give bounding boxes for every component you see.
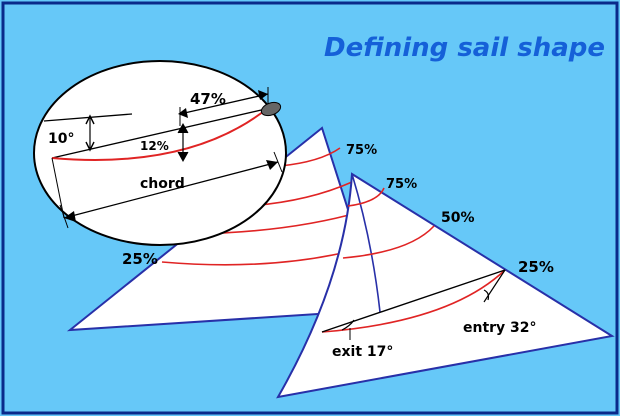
inset-section: 10° 47% 12% chord bbox=[33, 60, 287, 246]
entry-angle-label: entry 32° bbox=[463, 320, 537, 336]
jib-draft-line-75 bbox=[347, 187, 385, 207]
main-leech-overlap bbox=[351, 173, 381, 313]
chord-extension-left bbox=[51, 157, 65, 219]
chord-arrow-left bbox=[64, 211, 76, 222]
main-draft-line-75 bbox=[279, 147, 341, 167]
draft-position-dimension bbox=[179, 93, 269, 115]
angle-arrow-head-bottom bbox=[85, 141, 95, 152]
jib-label-75: 75% bbox=[386, 177, 417, 192]
jib-draft-line-25 bbox=[321, 269, 506, 333]
main-label-25: 25% bbox=[122, 250, 158, 268]
chord-arrow-right bbox=[266, 160, 278, 170]
camber-label: 12% bbox=[140, 139, 169, 153]
entry-angle-arc bbox=[483, 289, 490, 301]
jib-label-50: 50% bbox=[441, 210, 475, 226]
entry-tangent bbox=[483, 269, 506, 303]
exit-angle-label: exit 17° bbox=[332, 344, 393, 360]
camber-arrow-head-bottom bbox=[177, 151, 189, 163]
exit-angle-arc bbox=[341, 319, 355, 331]
chord-label: chord bbox=[140, 176, 185, 192]
jib-label-25: 25% bbox=[518, 258, 554, 276]
section-curve bbox=[51, 107, 269, 161]
draft-arrow-right bbox=[258, 90, 268, 100]
jib-sail bbox=[276, 172, 615, 399]
mast-section bbox=[260, 101, 282, 117]
diagram-title: Defining sail shape bbox=[324, 33, 605, 63]
inset-chord-line bbox=[51, 107, 271, 159]
draft-position-label: 47% bbox=[190, 90, 226, 108]
main-label-75: 75% bbox=[346, 143, 377, 158]
reference-line bbox=[43, 113, 133, 122]
angle-arrow-head-top bbox=[85, 114, 95, 125]
chord-dimension-line bbox=[63, 161, 279, 219]
jib-draft-line-50 bbox=[342, 225, 435, 259]
inset-ellipse bbox=[33, 60, 287, 246]
draft-arrow-left bbox=[178, 108, 188, 118]
camber-arrow-head-top bbox=[177, 122, 189, 134]
angle-label: 10° bbox=[48, 131, 74, 147]
